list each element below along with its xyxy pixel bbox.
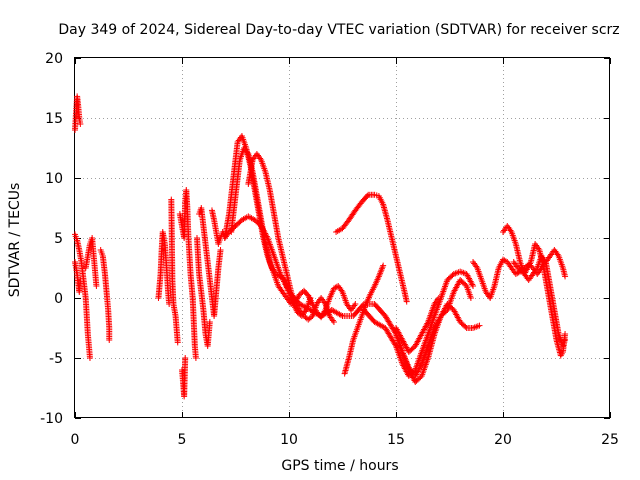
data-point (77, 277, 84, 283)
data-point (435, 295, 442, 301)
data-point (462, 323, 469, 330)
axis-ticks: 0 5 10 15 20 25 -10 -5 0 5 10 15 20 (40, 51, 619, 448)
data-point (562, 273, 569, 280)
y-tick-label: 5 (54, 231, 63, 247)
grid-lines (75, 58, 610, 418)
data-point (106, 337, 113, 343)
data-point (352, 301, 359, 307)
x-axis-label: GPS time / hours (281, 458, 398, 474)
x-tick-label: 5 (178, 432, 187, 448)
x-tick-label: 15 (387, 432, 405, 448)
y-tick-label: 20 (45, 51, 63, 67)
data-point (192, 355, 199, 361)
data-point (467, 295, 474, 301)
data-point (93, 283, 100, 289)
data-point (562, 331, 569, 337)
x-tick-label: 0 (71, 432, 80, 448)
y-axis-label: SDTVAR / TECUs (7, 183, 23, 298)
data-point (380, 262, 387, 269)
data-point (364, 193, 371, 199)
x-tick-label: 25 (601, 432, 619, 448)
data-series (72, 93, 569, 400)
data-point (77, 121, 84, 127)
data-point (470, 283, 477, 289)
data-point (86, 355, 93, 361)
x-tick-label: 10 (280, 432, 298, 448)
data-point (476, 322, 483, 329)
y-tick-label: 15 (45, 111, 63, 127)
data-point (359, 302, 366, 309)
x-tick-label: 20 (494, 432, 512, 448)
data-point (206, 319, 213, 325)
data-point (392, 341, 399, 348)
y-tick-label: -5 (49, 351, 63, 367)
y-tick-label: 0 (54, 291, 63, 307)
plot-frame (74, 57, 610, 418)
data-point (174, 339, 181, 346)
data-point (182, 355, 189, 361)
y-tick-label: -10 (40, 411, 63, 427)
y-tick-label: 10 (45, 171, 63, 187)
data-point (330, 319, 337, 325)
data-point (217, 247, 224, 253)
data-point (403, 298, 410, 305)
chart-title: Day 349 of 2024, Sidereal Day-to-day VTE… (58, 22, 619, 38)
